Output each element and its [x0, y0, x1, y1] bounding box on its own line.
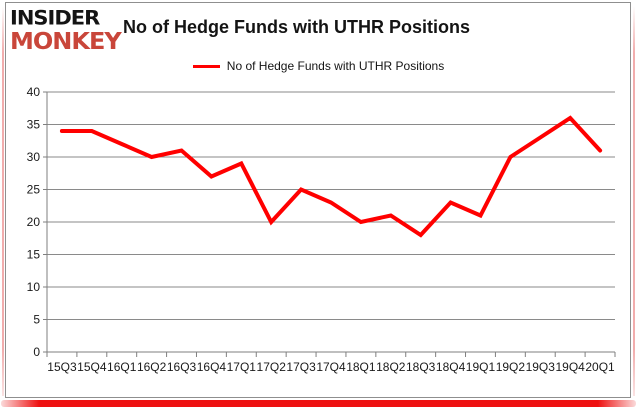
- x-axis-label: 16Q2: [137, 360, 167, 374]
- series-line: [59, 115, 603, 238]
- y-axis-label: 0: [33, 345, 40, 359]
- logo-word-monkey: MONKEY: [10, 28, 122, 55]
- y-axis-label: 20: [27, 215, 41, 229]
- x-axis-label: 18Q4: [436, 360, 466, 374]
- x-axis-label: 17Q2: [257, 360, 287, 374]
- x-axis-label: 15Q4: [77, 360, 107, 374]
- x-axis-label: 16Q3: [167, 360, 197, 374]
- x-axis-label: 19Q4: [555, 360, 585, 374]
- x-axis-label: 18Q3: [406, 360, 436, 374]
- x-axis-label: 19Q2: [496, 360, 526, 374]
- x-axis-label: 17Q1: [227, 360, 257, 374]
- y-axis-label: 25: [27, 183, 41, 197]
- frame-glow-right: [633, 6, 635, 396]
- y-axis-label: 5: [33, 313, 40, 327]
- legend-label: No of Hedge Funds with UTHR Positions: [226, 59, 445, 73]
- insider-monkey-logo: INSIDER MONKEY: [10, 7, 122, 55]
- y-axis-label: 30: [27, 150, 41, 164]
- legend: No of Hedge Funds with UTHR Positions: [0, 59, 637, 73]
- x-axis-label: 18Q2: [376, 360, 406, 374]
- x-axis-label: 18Q1: [346, 360, 376, 374]
- x-axis-label: 20Q1: [585, 360, 615, 374]
- x-axis-label: 16Q1: [107, 360, 137, 374]
- y-axis-label: 10: [27, 280, 41, 294]
- y-axis-label: 35: [27, 118, 41, 132]
- legend-line-marker: [192, 64, 220, 68]
- logo-word-insider: INSIDER: [10, 7, 100, 30]
- x-axis-label: 16Q4: [197, 360, 227, 374]
- x-axis-label: 17Q3: [286, 360, 316, 374]
- frame-bottom-bar: [1, 400, 636, 407]
- x-axis-label: 17Q4: [316, 360, 346, 374]
- x-axis-label: 15Q3: [47, 360, 77, 374]
- chart-title: No of Hedge Funds with UTHR Positions: [123, 17, 470, 37]
- x-axis-label: 19Q1: [466, 360, 496, 374]
- y-axis-label: 40: [27, 85, 41, 99]
- x-axis-label: 19Q3: [526, 360, 556, 374]
- y-axis-label: 15: [27, 248, 41, 262]
- frame-glow-left: [2, 6, 4, 396]
